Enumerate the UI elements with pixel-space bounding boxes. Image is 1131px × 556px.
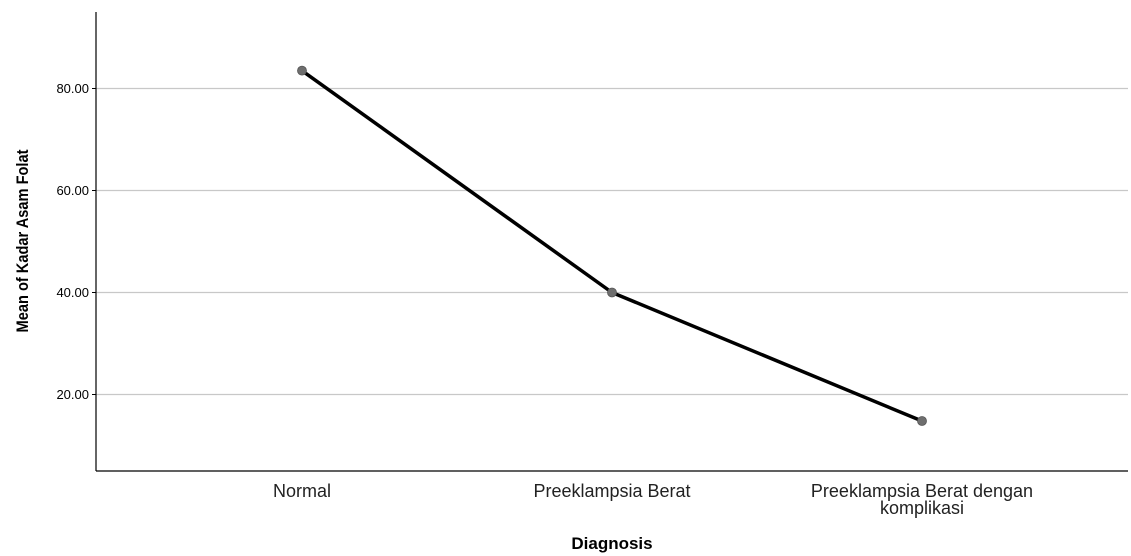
axes (95, 12, 1128, 472)
y-tick-label: 60.00 (56, 183, 89, 198)
y-tick-label: 20.00 (56, 387, 89, 402)
series (297, 65, 927, 426)
data-point (607, 287, 617, 298)
series-line (300, 69, 923, 423)
x-tick-label-line: Preeklampsia Berat (533, 481, 690, 501)
y-tick-labels: 20.00 40.00 60.00 80.00 (56, 81, 96, 402)
x-tick-labels: Normal Preeklampsia Berat Preeklampsia Ber… (273, 481, 1033, 518)
x-tick-label: Normal (273, 481, 331, 501)
x-tick-label-line: Normal (273, 481, 331, 501)
y-tick-label: 40.00 (56, 285, 89, 300)
y-axis-title: Mean of Kadar Asam Folat (14, 149, 32, 333)
x-tick-label: Preeklampsia Berat dengan komplikasi (811, 481, 1033, 518)
data-point (297, 65, 307, 76)
gridlines (96, 87, 1128, 396)
x-tick-label-line: komplikasi (880, 498, 964, 518)
x-axis-title: Diagnosis (571, 534, 652, 553)
data-point (917, 416, 927, 426)
y-tick-label: 80.00 (56, 81, 89, 96)
x-tick-label-line: Preeklampsia Berat dengan (811, 481, 1033, 501)
x-tick-label: Preeklampsia Berat (533, 481, 690, 501)
